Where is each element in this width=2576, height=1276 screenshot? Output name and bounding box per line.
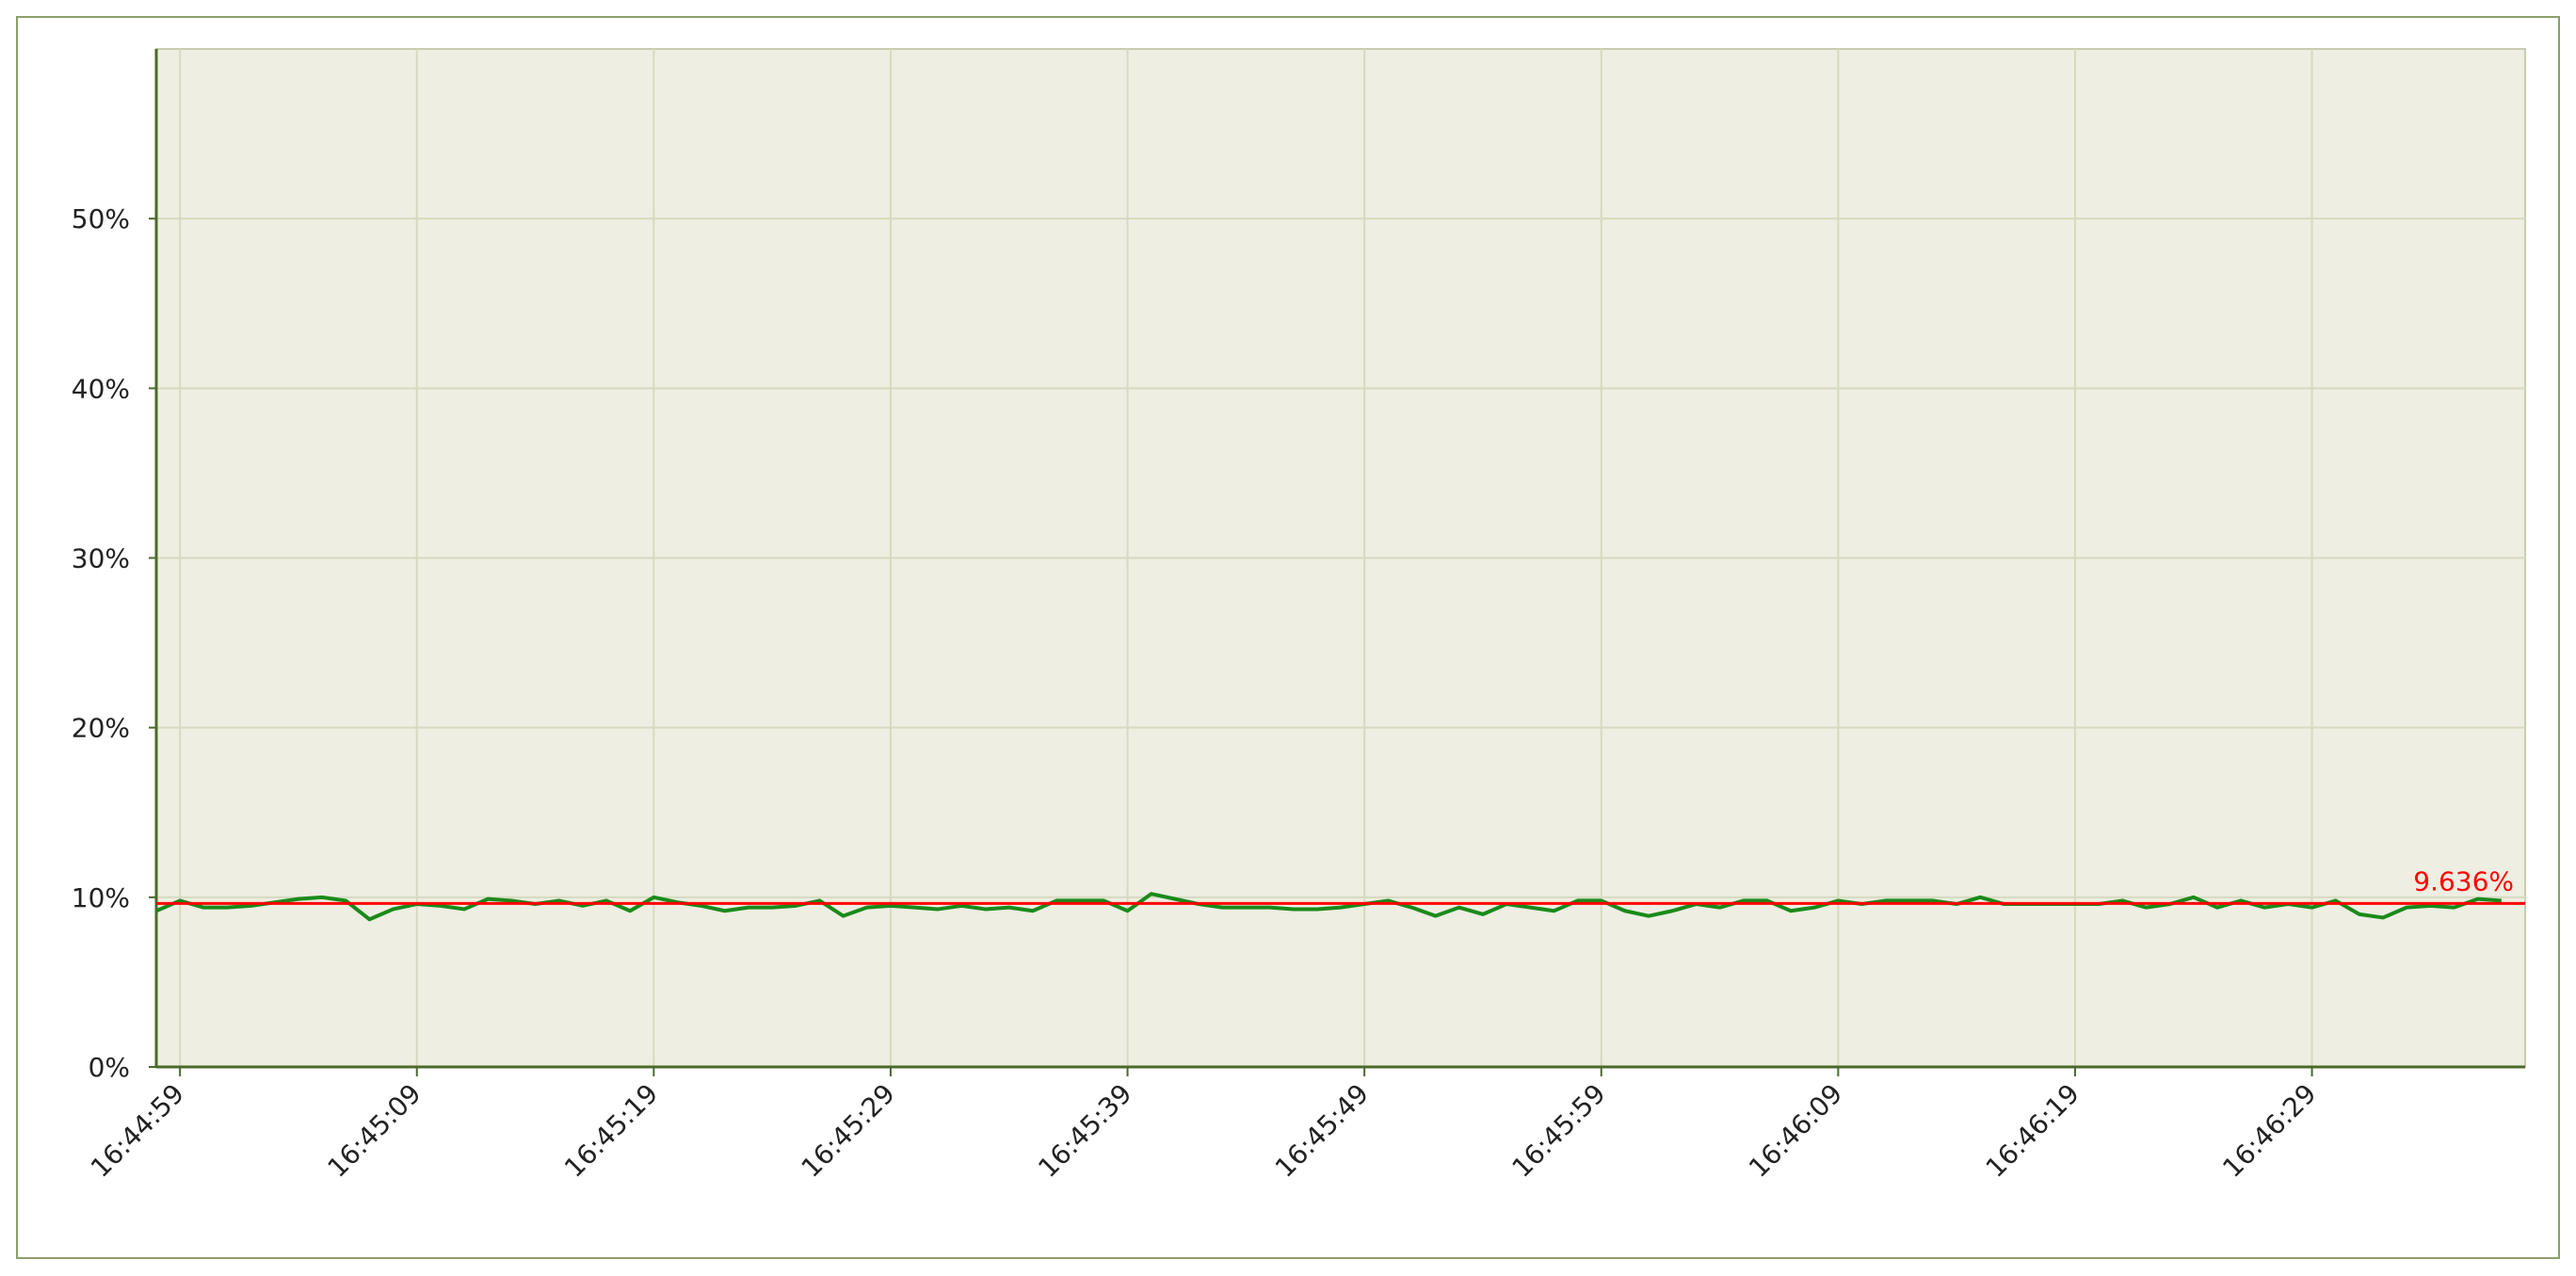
reference-label: 9.636% [2413, 865, 2514, 896]
y-tick-label: 20% [72, 713, 130, 744]
y-tick-label: 0% [89, 1052, 130, 1083]
y-tick-label: 50% [72, 203, 130, 234]
y-tick-label: 40% [72, 373, 130, 404]
y-tick-label: 10% [72, 882, 130, 913]
y-tick-label: 30% [72, 543, 130, 574]
